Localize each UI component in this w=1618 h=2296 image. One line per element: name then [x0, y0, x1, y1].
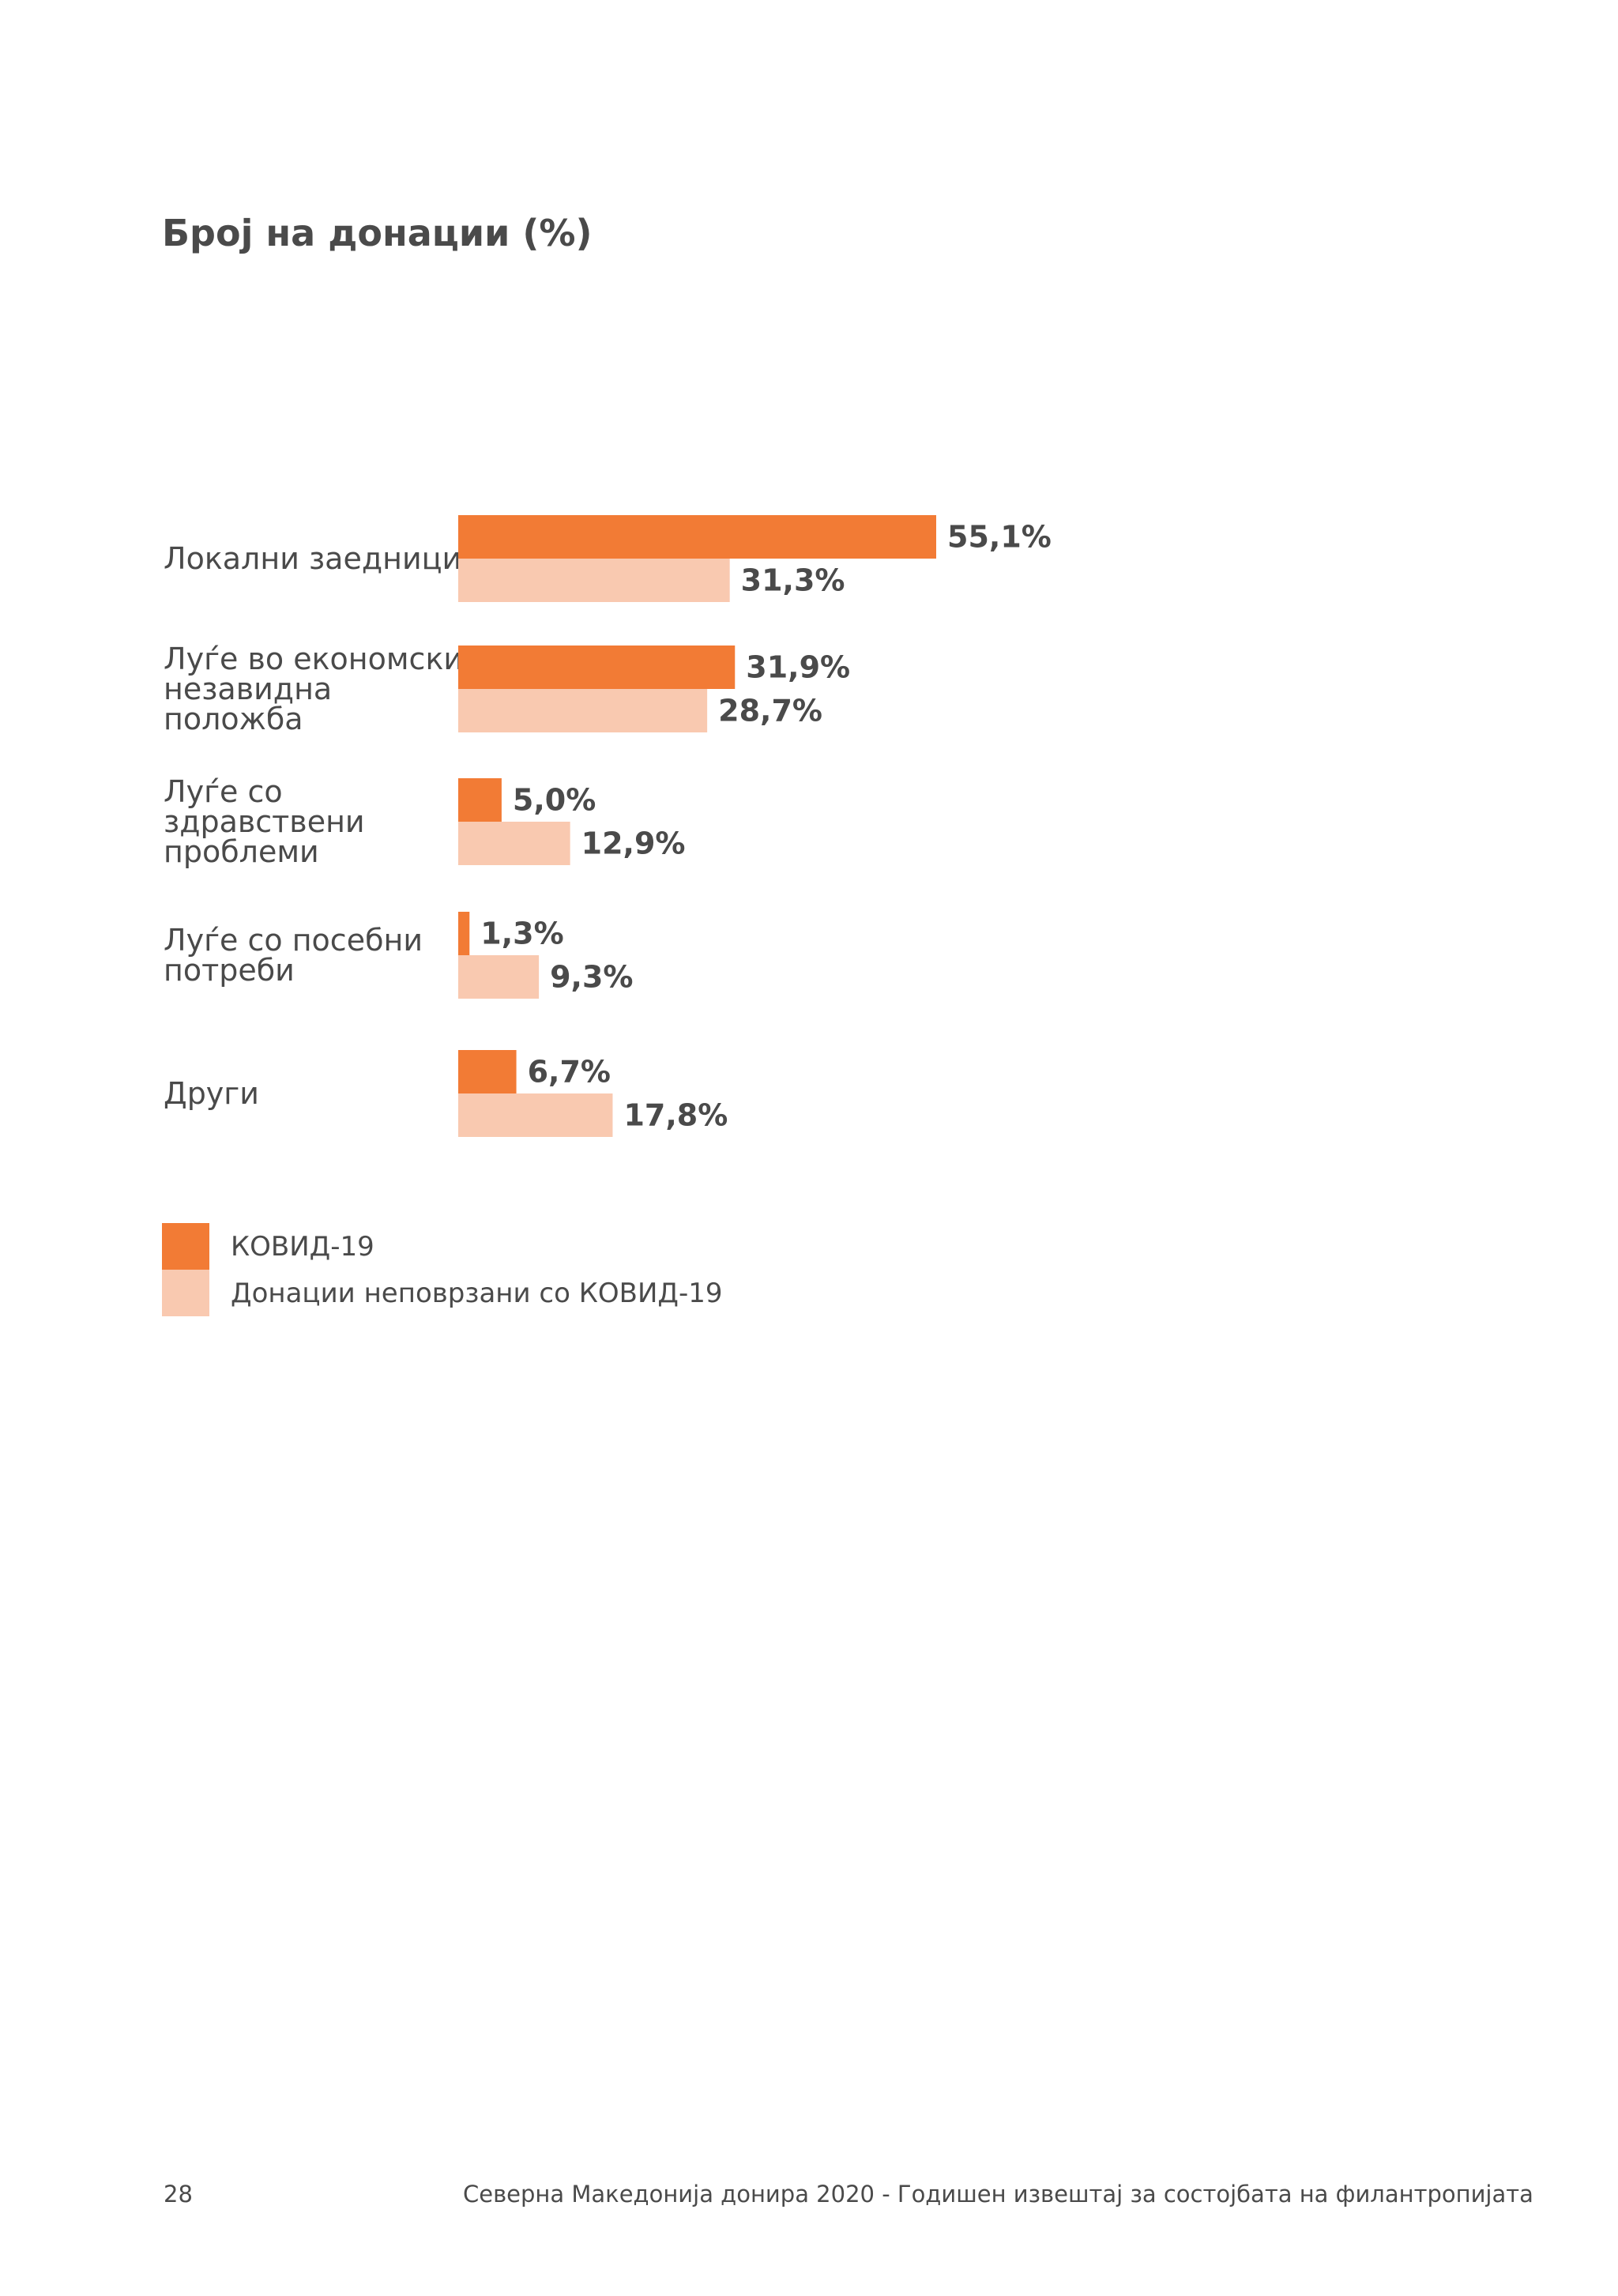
- bar-covid-2: [458, 778, 502, 822]
- category-label-0: Локални заедници: [164, 541, 461, 576]
- category-label-line: Други: [164, 1076, 259, 1111]
- data-label-covid-0: 55,1%: [947, 520, 1052, 555]
- category-label-4: Други: [164, 1076, 259, 1111]
- data-label-covid-4: 6,7%: [528, 1055, 611, 1090]
- bar-covid-0: [458, 515, 936, 559]
- bar-non-covid-0: [458, 559, 730, 602]
- legend-label-non-covid: Донации неповрзани со КОВИД-19: [231, 1277, 723, 1309]
- legend-item-covid: КОВИД-19: [162, 1223, 722, 1270]
- data-label-covid-2: 5,0%: [513, 783, 596, 818]
- category-label-3: Луѓе со посебни потреби: [164, 923, 423, 988]
- category-label-line: Луѓе во економски: [164, 642, 463, 676]
- data-label-non-covid-3: 9,3%: [550, 960, 633, 995]
- page-number: 28: [164, 2181, 193, 2208]
- bar-covid-4: [458, 1050, 517, 1093]
- bar-covid-1: [458, 646, 736, 689]
- category-label-line: положба: [164, 702, 303, 736]
- legend-swatch-non-covid: [162, 1270, 209, 1316]
- category-label-line: потреби: [164, 953, 295, 988]
- category-label-line: проблеми: [164, 834, 319, 869]
- bar-non-covid-1: [458, 689, 708, 732]
- data-label-non-covid-2: 12,9%: [581, 826, 686, 861]
- category-label-line: Луѓе со посебни: [164, 923, 423, 958]
- bar-non-covid-2: [458, 822, 570, 865]
- bar-chart: Локални заедници 55,1% 31,3% Луѓе во економ…: [164, 515, 1052, 1137]
- category-label-line: незавидна: [164, 672, 332, 706]
- legend-item-non-covid: Донации неповрзани со КОВИД-19: [162, 1270, 722, 1316]
- bar-covid-3: [458, 912, 470, 955]
- legend-swatch-covid: [162, 1223, 209, 1270]
- legend-label-covid: КОВИД-19: [231, 1230, 374, 1263]
- bar-non-covid-4: [458, 1093, 613, 1137]
- bar-non-covid-3: [458, 955, 540, 999]
- category-label-line: Луѓе со: [164, 774, 283, 809]
- data-label-non-covid-1: 28,7%: [718, 694, 822, 728]
- category-label-2: Луѓе со здравствени проблеми: [164, 774, 365, 869]
- chart-title: Број на донации (%): [162, 212, 593, 254]
- category-label-line: Локални заедници: [164, 541, 461, 576]
- legend: КОВИД-19 Донации неповрзани со КОВИД-19: [162, 1223, 722, 1316]
- category-label-1: Луѓе во економски незавидна положба: [164, 642, 463, 736]
- data-label-covid-1: 31,9%: [746, 650, 850, 685]
- footer-text: Северна Македонија донира 2020 - Годишен…: [463, 2181, 1533, 2208]
- data-label-covid-3: 1,3%: [480, 917, 563, 951]
- data-label-non-covid-0: 31,3%: [741, 563, 845, 598]
- data-label-non-covid-4: 17,8%: [623, 1098, 728, 1133]
- category-label-line: здравствени: [164, 804, 365, 839]
